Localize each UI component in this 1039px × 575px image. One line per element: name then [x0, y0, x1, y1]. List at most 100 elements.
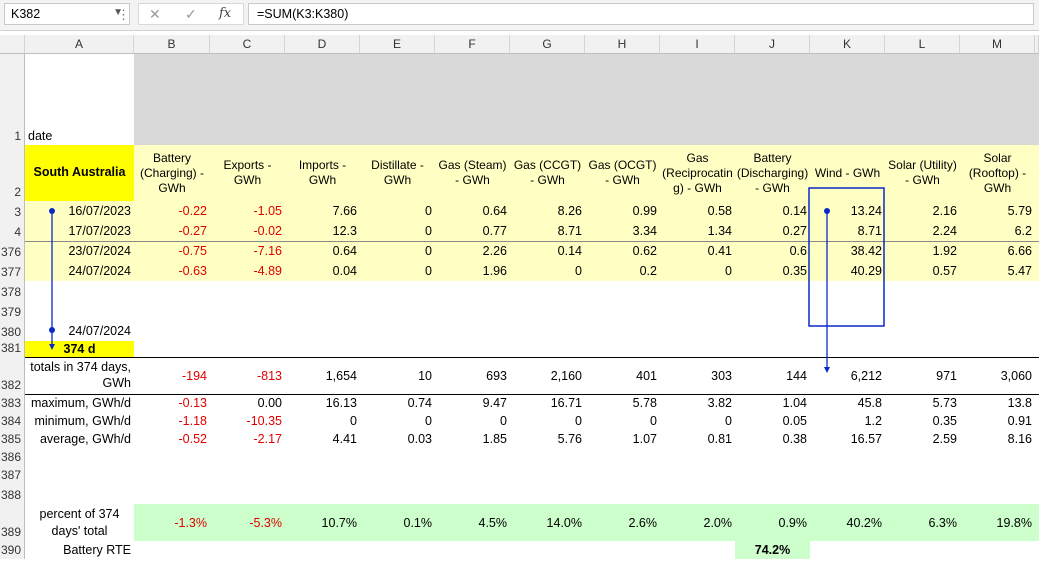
value-cell[interactable]: 8.71 [810, 221, 885, 241]
average-value[interactable]: 16.57 [850, 432, 882, 446]
percent-value[interactable]: 6.3% [885, 504, 960, 541]
value-cell[interactable]: 0.57 [885, 261, 960, 281]
column-header-j[interactable]: J [735, 35, 810, 54]
value-cell[interactable]: 6.66 [960, 241, 1035, 261]
filler[interactable] [1035, 221, 1039, 241]
column-header-a[interactable]: A [25, 35, 134, 54]
value-cell[interactable]: 0.14 [735, 201, 810, 221]
minimum-value[interactable]: 0 [425, 414, 432, 428]
column-header-i[interactable]: I [660, 35, 735, 54]
value-cell[interactable]: -7.16 [210, 241, 285, 261]
percent-value[interactable]: 0.1% [360, 504, 435, 541]
value-cell[interactable]: -0.75 [134, 241, 210, 261]
minimum-value[interactable]: 0.35 [932, 414, 957, 428]
value-cell[interactable]: 0.6 [735, 241, 810, 261]
average-value[interactable]: 4.41 [332, 432, 357, 446]
row-header[interactable]: 388 [0, 484, 25, 504]
enter-icon[interactable]: ✓ [185, 6, 197, 22]
battery-rte-value[interactable]: 74.2% [735, 541, 810, 559]
column-header-c[interactable]: C [210, 35, 285, 54]
percent-value[interactable]: 4.5% [435, 504, 510, 541]
row-header[interactable]: 378 [0, 281, 25, 301]
minimum-label[interactable]: minimum, GWh/d [34, 414, 131, 428]
value-cell[interactable]: 0 [660, 261, 735, 281]
percent-value[interactable]: 19.8% [960, 504, 1035, 541]
average-value[interactable]: 0.81 [707, 432, 732, 446]
average-value[interactable]: 0.03 [407, 432, 432, 446]
maximum-value[interactable]: 5.78 [632, 396, 657, 410]
column-header-l[interactable]: L [885, 35, 960, 54]
select-all-corner[interactable] [0, 35, 25, 54]
chevron-down-icon[interactable]: ▼ [113, 7, 123, 18]
cancel-icon[interactable]: ✕ [149, 6, 161, 22]
value-cell[interactable]: 6.2 [960, 221, 1035, 241]
maximum-value[interactable]: -0.13 [178, 396, 208, 410]
value-cell[interactable]: 0.77 [435, 221, 510, 241]
column-header-e[interactable]: E [360, 35, 435, 54]
average-value[interactable]: 1.07 [632, 432, 657, 446]
column-title[interactable]: Distillate - GWh [360, 145, 435, 201]
totals-value[interactable]: 144 [786, 368, 807, 383]
average-value[interactable]: 1.85 [482, 432, 507, 446]
totals-value[interactable]: 303 [711, 368, 732, 383]
column-title[interactable]: Wind - GWh [810, 145, 885, 201]
totals-label[interactable]: totals in 374 days, GWh [30, 359, 131, 390]
average-value[interactable]: -0.52 [178, 432, 208, 446]
value-cell[interactable]: 0.58 [660, 201, 735, 221]
totals-value[interactable]: -813 [256, 368, 282, 383]
value-cell[interactable]: 40.29 [810, 261, 885, 281]
average-value[interactable]: 0.38 [782, 432, 807, 446]
value-cell[interactable]: 0.14 [510, 241, 585, 261]
filler[interactable] [1035, 145, 1039, 201]
column-header-m[interactable]: M [960, 35, 1035, 54]
value-cell[interactable]: 0.35 [735, 261, 810, 281]
value-cell[interactable]: 0 [510, 261, 585, 281]
value-cell[interactable]: 0 [360, 241, 435, 261]
percent-value[interactable]: 2.6% [585, 504, 660, 541]
column-header-h[interactable]: H [585, 35, 660, 54]
row-header[interactable]: 376 [0, 241, 25, 261]
value-cell[interactable]: -0.22 [134, 201, 210, 221]
filler[interactable] [1035, 241, 1039, 261]
row-header[interactable]: 3 [0, 201, 25, 221]
value-cell[interactable]: 8.71 [510, 221, 585, 241]
date-cell[interactable]: 16/07/2023 [25, 201, 134, 221]
maximum-value[interactable]: 5.73 [932, 396, 957, 410]
column-header-d[interactable]: D [285, 35, 360, 54]
region-label[interactable]: South Australia [25, 145, 134, 201]
minimum-value[interactable]: 1.2 [864, 414, 882, 428]
row-header[interactable]: 2 [0, 145, 25, 201]
minimum-value[interactable]: -10.35 [246, 414, 282, 428]
percent-value[interactable]: -5.3% [210, 504, 285, 541]
percent-label[interactable]: percent of 374 days' total [39, 506, 120, 538]
value-cell[interactable]: 13.24 [810, 201, 885, 221]
totals-value[interactable]: 2,160 [550, 368, 582, 383]
value-cell[interactable]: 1.96 [435, 261, 510, 281]
value-cell[interactable]: 12.3 [285, 221, 360, 241]
row-header[interactable]: 390 [0, 541, 25, 559]
minimum-value[interactable]: 0 [350, 414, 357, 428]
value-cell[interactable]: -0.02 [210, 221, 285, 241]
totals-value[interactable]: 10 [418, 368, 432, 383]
row-header[interactable]: 377 [0, 261, 25, 281]
row-header[interactable]: 386 [0, 448, 25, 466]
value-cell[interactable]: 0.27 [735, 221, 810, 241]
percent-value[interactable]: 2.0% [660, 504, 735, 541]
totals-value[interactable]: 3,060 [1000, 368, 1032, 383]
totals-value[interactable]: -194 [181, 368, 207, 383]
percent-value[interactable]: 0.9% [735, 504, 810, 541]
row-header[interactable]: 389 [0, 504, 25, 541]
value-cell[interactable]: 5.47 [960, 261, 1035, 281]
value-cell[interactable]: 1.92 [885, 241, 960, 261]
value-cell[interactable]: -1.05 [210, 201, 285, 221]
value-cell[interactable]: 0.62 [585, 241, 660, 261]
column-title[interactable]: Battery (Charging) - GWh [134, 145, 210, 201]
column-header-g[interactable]: G [510, 35, 585, 54]
column-header-k[interactable]: K [810, 35, 885, 54]
name-box[interactable]: K382 ▼ [4, 3, 130, 25]
maximum-label[interactable]: maximum, GWh/d [30, 396, 131, 410]
column-title[interactable]: Gas (Steam) - GWh [435, 145, 510, 201]
filler[interactable] [1035, 201, 1039, 221]
value-cell[interactable]: 0 [360, 201, 435, 221]
value-cell[interactable]: 7.66 [285, 201, 360, 221]
